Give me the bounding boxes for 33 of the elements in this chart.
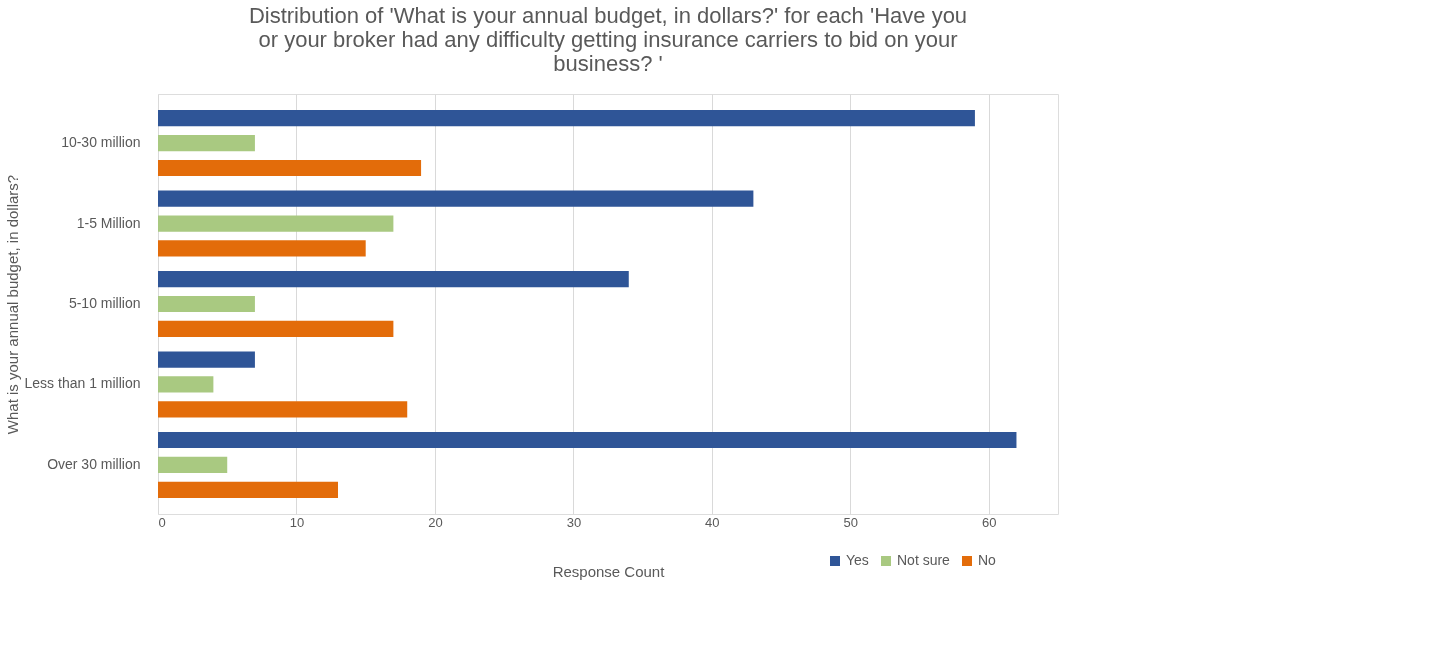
bar xyxy=(158,159,422,177)
y-tick-label: 1-5 Million xyxy=(76,214,141,231)
bar xyxy=(158,481,338,498)
x-tick-label: 0 xyxy=(158,514,166,530)
bar xyxy=(158,401,408,418)
x-tick-label: 10 xyxy=(289,514,305,530)
bar xyxy=(158,351,255,368)
bar xyxy=(158,271,629,288)
x-tick-label: 20 xyxy=(428,514,443,530)
bar xyxy=(158,431,1017,449)
legend-label: No xyxy=(978,552,997,568)
bar xyxy=(158,240,366,257)
y-tick-label: Less than 1 million xyxy=(24,375,141,392)
y-tick-label: 5-10 million xyxy=(68,295,141,311)
legend-label: Not sure xyxy=(897,552,951,568)
y-axis-title: What is your annual budget, in dollars? xyxy=(3,174,21,435)
bar xyxy=(158,215,394,232)
y-tick-label: Over 30 million xyxy=(47,455,141,472)
y-tick-label: 10-30 million xyxy=(61,134,141,151)
bar xyxy=(158,376,214,393)
x-tick-label: 50 xyxy=(843,514,859,530)
x-tick-label: 40 xyxy=(705,514,720,530)
bar xyxy=(158,295,255,313)
x-tick-label: 60 xyxy=(982,514,997,530)
chart-title: Distribution of 'What is your annual budget, in dollars?' for each 'Have you or your broker had any difficulty getting insurance carriers to bid on your business? ' xyxy=(248,3,968,76)
x-tick-label: 30 xyxy=(566,514,582,530)
bar xyxy=(158,190,754,207)
bar xyxy=(158,456,228,474)
legend-label: Yes xyxy=(846,552,869,568)
bar xyxy=(158,110,975,127)
x-axis-title: Response Count xyxy=(552,562,666,580)
bar xyxy=(158,320,394,337)
bar xyxy=(158,134,255,152)
